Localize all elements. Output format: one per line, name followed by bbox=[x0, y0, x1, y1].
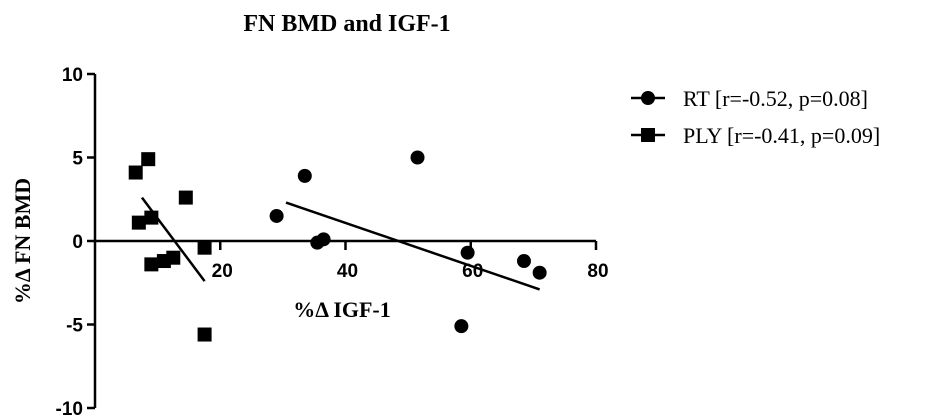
x-tick-label: 60 bbox=[462, 261, 483, 282]
rt-data-point bbox=[269, 208, 284, 223]
legend-rt-label: RT [r=-0.52, p=0.08] bbox=[683, 86, 868, 111]
ply-data-point bbox=[197, 240, 212, 255]
y-tick-label: 0 bbox=[72, 232, 83, 253]
ply-data-point bbox=[166, 250, 181, 265]
ply-data-point bbox=[144, 257, 159, 272]
x-tick-label: 40 bbox=[337, 261, 358, 282]
y-tick-label: -5 bbox=[66, 316, 83, 337]
y-axis-label: %Δ FN BMD bbox=[10, 178, 35, 304]
legend-ply-square-icon bbox=[641, 128, 655, 142]
ply-data-point bbox=[178, 190, 193, 205]
rt-trendline bbox=[285, 201, 541, 291]
x-tick-label: 20 bbox=[212, 261, 233, 282]
rt-data-point bbox=[460, 245, 475, 260]
data-point-group bbox=[128, 150, 547, 342]
legend-ply-label: PLY [r=-0.41, p=0.09] bbox=[683, 123, 880, 148]
chart-title: FN BMD and IGF-1 bbox=[243, 11, 450, 37]
rt-data-point bbox=[316, 232, 331, 247]
ply-data-point bbox=[131, 215, 146, 230]
plot-area: 10 5 0 -5 -10 20 40 60 80 bbox=[56, 65, 609, 420]
ply-data-point bbox=[128, 165, 143, 180]
rt-data-point bbox=[532, 265, 547, 280]
y-tick-group: 10 5 0 -5 -10 bbox=[56, 65, 95, 420]
legend-item-rt: RT [r=-0.52, p=0.08] bbox=[631, 86, 868, 111]
ply-data-point bbox=[141, 152, 156, 167]
rt-data-point bbox=[516, 254, 531, 269]
legend-rt-circle-icon bbox=[641, 91, 655, 105]
y-tick-label: -10 bbox=[56, 399, 83, 420]
rt-data-point bbox=[410, 150, 425, 165]
rt-data-point bbox=[454, 319, 469, 334]
legend: RT [r=-0.52, p=0.08] PLY [r=-0.41, p=0.0… bbox=[631, 86, 880, 148]
x-tick-group: 20 40 60 80 bbox=[212, 241, 609, 282]
y-tick-label: 10 bbox=[62, 65, 83, 86]
x-tick-label: 80 bbox=[587, 261, 608, 282]
rt-data-point bbox=[297, 168, 312, 183]
y-tick-label: 5 bbox=[72, 149, 83, 170]
x-axis-label: %Δ IGF-1 bbox=[293, 297, 391, 322]
ply-data-point bbox=[197, 327, 212, 342]
ply-data-point bbox=[144, 210, 159, 225]
legend-item-ply: PLY [r=-0.41, p=0.09] bbox=[631, 123, 880, 148]
